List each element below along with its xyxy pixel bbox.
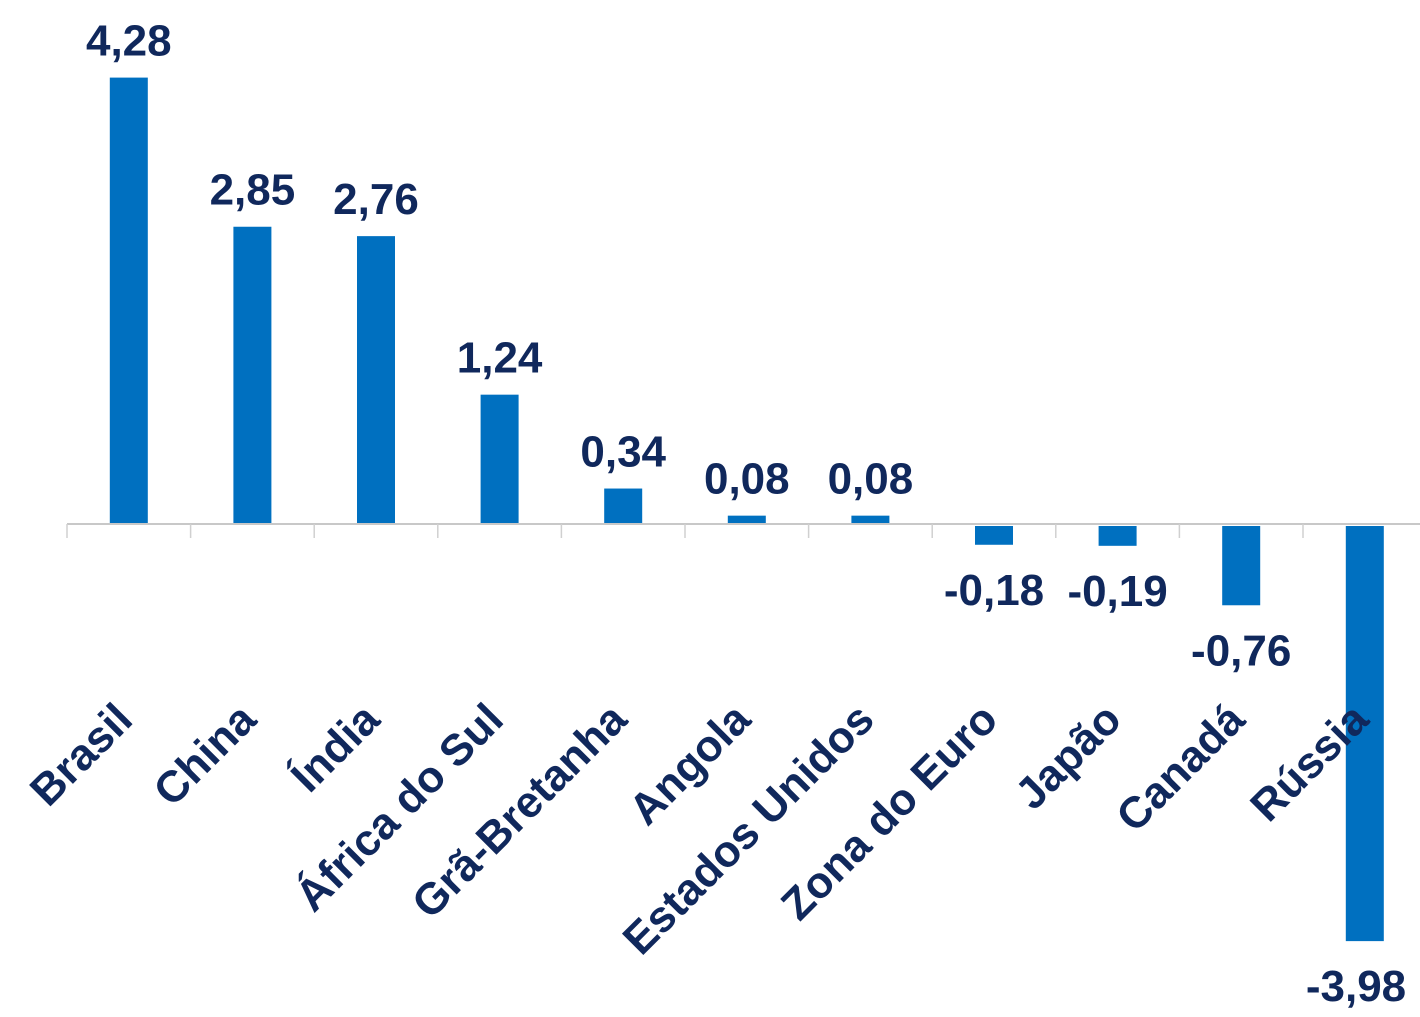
value-label-7: -0,18 <box>944 566 1044 615</box>
bar-2 <box>357 236 395 524</box>
bars-group <box>109 77 1384 942</box>
value-label-3: 1,24 <box>457 334 543 383</box>
axis-ticks-group <box>66 524 1304 538</box>
bar-3 <box>480 394 519 524</box>
bar-6 <box>851 515 890 524</box>
value-label-10: -3,98 <box>1306 962 1406 1011</box>
bar-5 <box>727 515 766 524</box>
value-labels-group: 4,28 2,85 2,76 1,24 0,34 0,08 0,08 -0,18 -0,19 -0… <box>86 17 1406 1012</box>
value-label-5: 0,08 <box>704 455 790 504</box>
bar-10 <box>1345 526 1384 942</box>
bar-0 <box>109 77 148 524</box>
category-label-7: Zona do Euro <box>772 694 1007 929</box>
bar-8 <box>1098 526 1137 546</box>
category-label-1: China <box>144 694 265 815</box>
category-label-0: Brasil <box>21 694 142 815</box>
value-label-4: 0,34 <box>580 428 666 477</box>
value-label-8: -0,19 <box>1067 567 1167 616</box>
category-label-9: Canadá <box>1107 694 1254 841</box>
category-label-3: África do Sul <box>285 694 512 921</box>
category-label-8: Japão <box>1006 694 1131 819</box>
value-label-9: -0,76 <box>1191 626 1291 675</box>
bar-9 <box>1222 526 1261 606</box>
value-label-6: 0,08 <box>828 455 914 504</box>
category-label-2: Índia <box>281 693 389 801</box>
bar-4 <box>604 488 643 524</box>
category-label-4: Grã-Bretanha <box>403 694 637 928</box>
bar-7 <box>975 526 1013 545</box>
bar-1 <box>233 226 272 524</box>
value-label-0: 4,28 <box>86 17 172 66</box>
value-label-2: 2,76 <box>333 175 419 224</box>
value-label-1: 2,85 <box>210 166 296 215</box>
